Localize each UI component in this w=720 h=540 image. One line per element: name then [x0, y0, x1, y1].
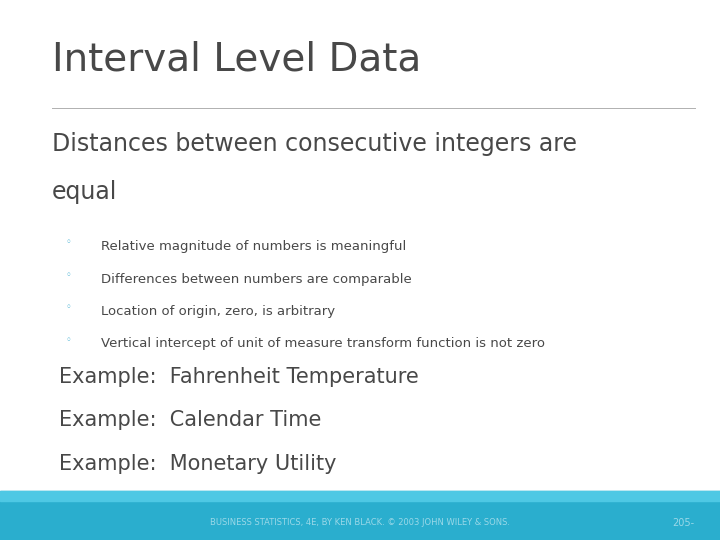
Text: Vertical intercept of unit of measure transform function is not zero: Vertical intercept of unit of measure tr…: [101, 338, 545, 350]
Text: Example:  Monetary Utility: Example: Monetary Utility: [59, 454, 336, 474]
Text: Distances between consecutive integers are: Distances between consecutive integers a…: [52, 132, 577, 156]
Bar: [0, 491, 720, 540]
Text: Location of origin, zero, is arbitrary: Location of origin, zero, is arbitrary: [101, 305, 335, 318]
Text: ◦: ◦: [66, 238, 71, 248]
Text: Differences between numbers are comparable: Differences between numbers are comparab…: [101, 273, 412, 286]
Text: Example:  Calendar Time: Example: Calendar Time: [59, 410, 321, 430]
Text: ◦: ◦: [66, 270, 71, 280]
Text: ◦: ◦: [66, 335, 71, 345]
Text: Example:  Fahrenheit Temperature: Example: Fahrenheit Temperature: [59, 367, 419, 387]
Text: BUSINESS STATISTICS, 4E, BY KEN BLACK. © 2003 JOHN WILEY & SONS.: BUSINESS STATISTICS, 4E, BY KEN BLACK. ©…: [210, 518, 510, 528]
Text: Relative magnitude of numbers is meaningful: Relative magnitude of numbers is meaning…: [101, 240, 406, 253]
Text: 205-: 205-: [672, 518, 695, 528]
Bar: [0, 491, 720, 501]
Text: equal: equal: [52, 180, 117, 204]
Text: ◦: ◦: [66, 302, 71, 313]
Text: Interval Level Data: Interval Level Data: [52, 40, 421, 78]
